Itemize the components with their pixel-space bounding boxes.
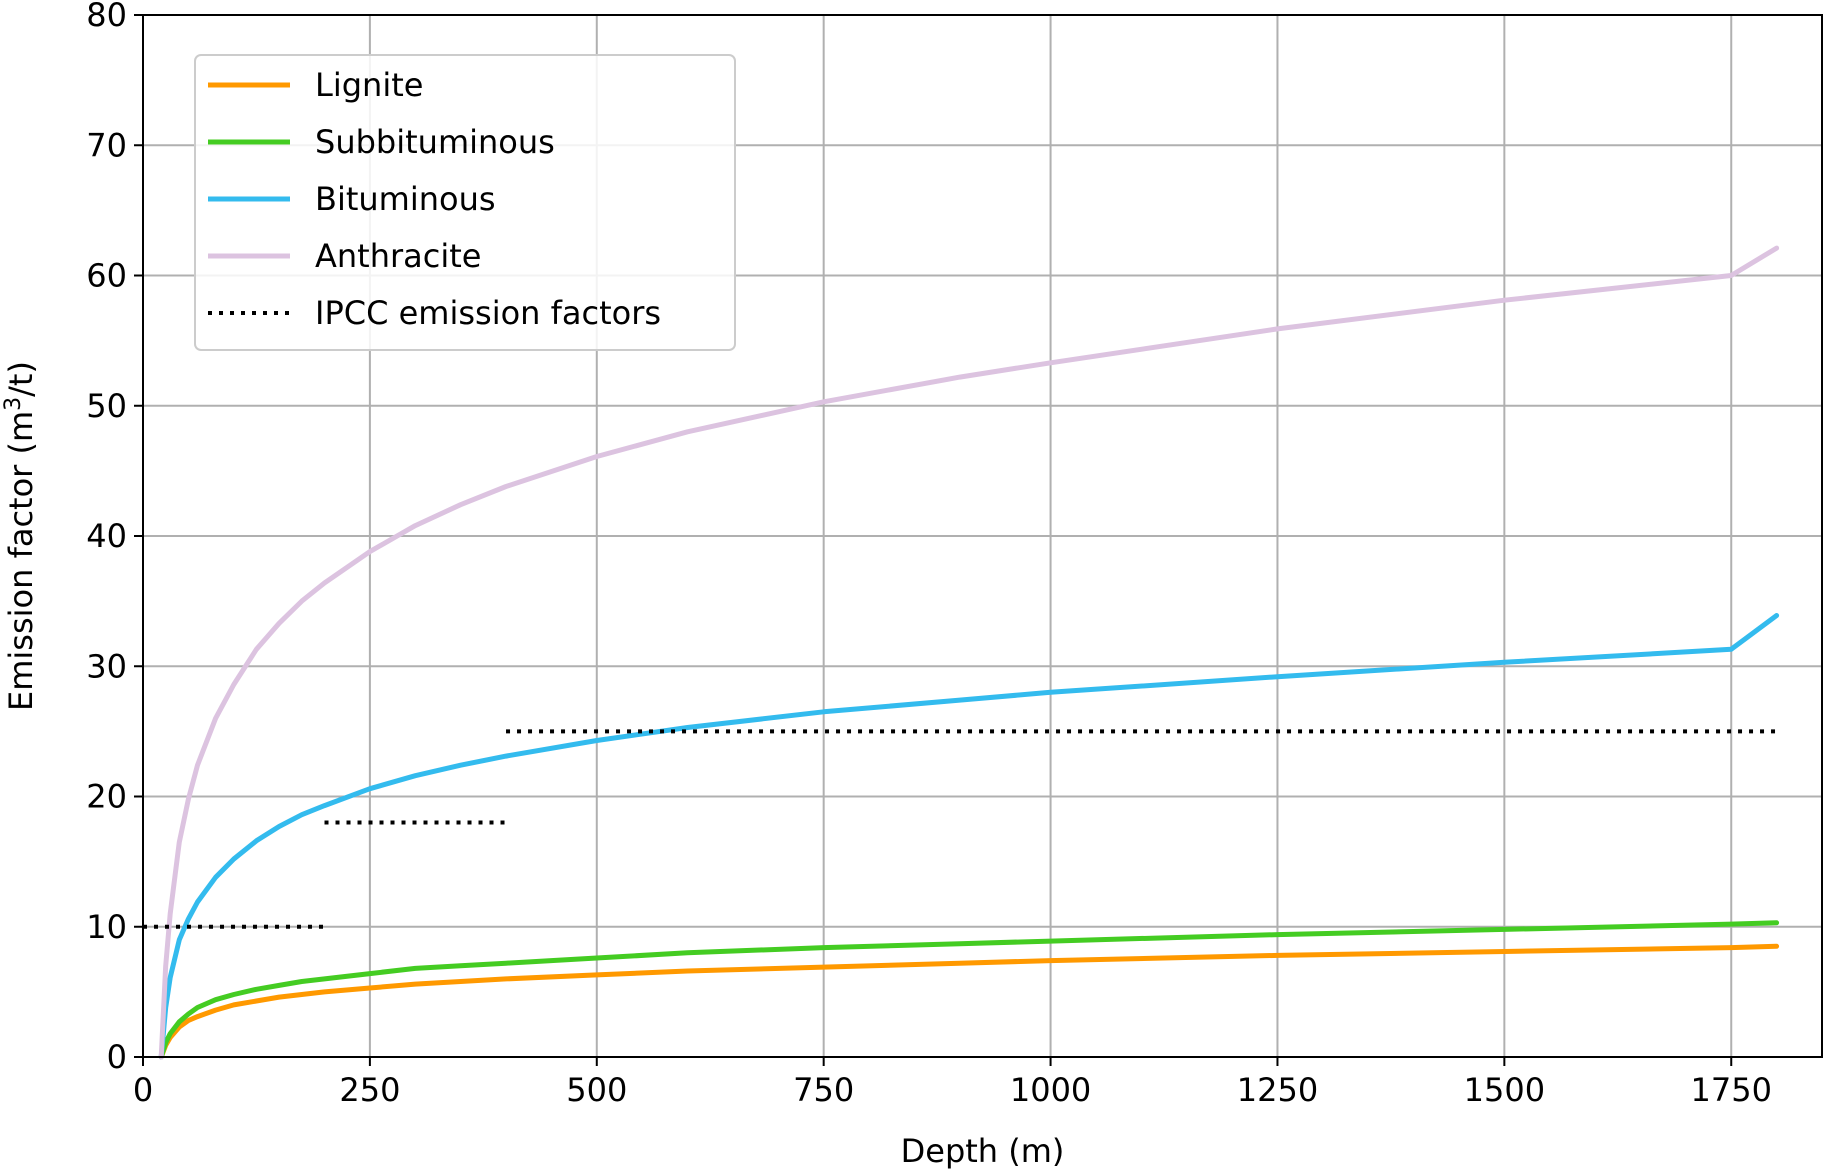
x-tick-label-7: 1750 (1691, 1071, 1772, 1109)
y-tick-label-0: 0 (107, 1038, 127, 1076)
x-tick-label-0: 0 (133, 1071, 153, 1109)
y-tick-label-8: 80 (86, 0, 127, 34)
x-tick-label-4: 1000 (1010, 1071, 1091, 1109)
y-tick-label-2: 20 (86, 778, 127, 816)
legend-label-4: IPCC emission factors (315, 294, 661, 332)
series-line-anthracite (158, 245, 1780, 1060)
y-tick-label-7: 70 (86, 126, 127, 164)
y-tick-label-1: 10 (86, 908, 127, 946)
y-tick-label-4: 40 (86, 517, 127, 555)
x-tick-label-1: 250 (339, 1071, 400, 1109)
legend-label-1: Subbituminous (315, 123, 555, 161)
plot-series (143, 245, 1780, 1060)
y-tick-label-6: 60 (86, 257, 127, 295)
legend-label-2: Bituminous (315, 180, 496, 218)
y-axis-title-superscript: 3 (1, 397, 26, 411)
x-tick-label-2: 500 (566, 1071, 627, 1109)
series-line-lignite (158, 943, 1780, 1060)
y-tick-label-5: 50 (86, 387, 127, 425)
x-tick-label-5: 1250 (1237, 1071, 1318, 1109)
x-axis-title: Depth (m) (901, 1132, 1065, 1170)
series-line-subbituminous (158, 920, 1780, 1060)
legend-label-3: Anthracite (315, 237, 481, 275)
legend: Lignite Subbituminous Bituminous Anthracite… (194, 54, 736, 351)
legend-box (194, 54, 736, 351)
y-axis-title: Emission factor (m3/t) (1, 361, 40, 711)
y-axis-title-suffix: /t) (2, 361, 40, 397)
axis-ticks: 0 250 500 750 1000 1250 1500 1750 0 10 20 30 40 50 60 7… (86, 0, 1772, 1109)
series-line-bituminous (158, 613, 1780, 1060)
x-tick-label-6: 1500 (1464, 1071, 1545, 1109)
x-tick-label-3: 750 (793, 1071, 854, 1109)
y-axis-title-prefix: Emission factor (m (2, 411, 40, 711)
y-tick-label-3: 30 (86, 647, 127, 685)
legend-label-0: Lignite (315, 66, 423, 104)
